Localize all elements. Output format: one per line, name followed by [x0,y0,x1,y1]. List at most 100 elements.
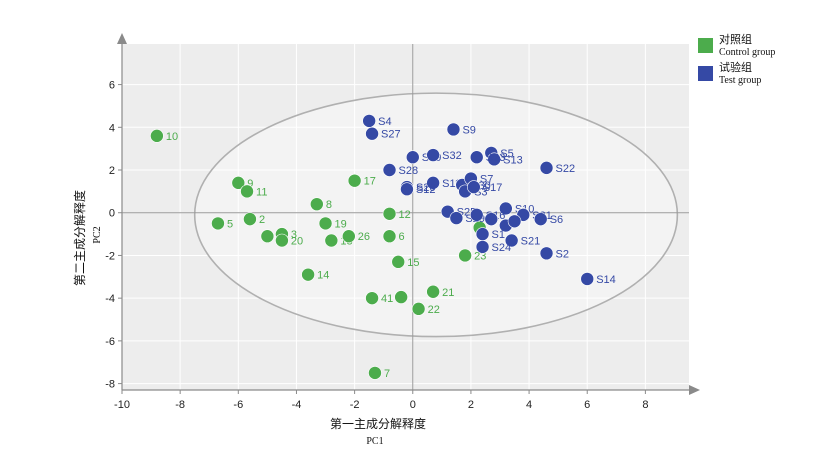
legend-label: 试验组 [719,60,752,74]
data-point [391,255,406,269]
point-label: S12 [416,184,436,196]
point-label: 41 [381,293,393,305]
x-tick-label: -8 [175,399,185,411]
data-point [504,233,519,248]
x-axis-arrow [689,385,700,395]
data-point [449,211,464,225]
data-point [365,291,379,305]
point-label: 17 [364,176,376,188]
point-label: 2 [259,214,265,226]
point-label: S32 [442,150,462,162]
point-label: S24 [492,242,512,254]
data-point [150,129,164,143]
y-tick-label: 0 [109,208,115,220]
data-point [318,216,333,231]
data-point [539,246,554,261]
data-point [580,272,595,286]
data-point [211,216,225,231]
y-tick-label: -8 [105,379,115,391]
data-point [469,150,484,164]
point-label: 14 [317,270,329,282]
data-point [400,182,414,197]
point-label: S5 [500,148,513,160]
y-tick-label: 4 [109,122,115,134]
x-tick-label: 2 [468,399,474,411]
data-point [426,176,440,190]
point-label: 22 [428,304,440,316]
point-label: 8 [326,199,332,211]
point-label: S26 [416,182,436,194]
point-label: 5 [227,218,233,230]
data-point [487,152,501,167]
data-point [484,212,499,226]
data-point [231,176,246,190]
y-tick-label: -6 [105,336,115,348]
data-point [405,150,420,164]
legend-swatch [698,66,713,81]
x-tick-label: 6 [584,399,590,411]
point-label: 10 [166,131,178,143]
legend-label-en: Test group [719,75,761,86]
y-axis-subtitle: PC2 [92,226,103,243]
data-point [275,233,289,248]
data-point [499,201,513,216]
data-point [426,284,440,299]
data-point [475,227,490,241]
data-point [382,163,397,177]
data-point [341,229,356,244]
ellipse-outline [193,92,679,338]
axes: -10 -8 -6 -4 -2 0 2 4 6 8 -8 -6 -4 -2 0 2 4 6 [105,33,700,411]
point-label: 11 [256,186,267,198]
y-tick-label: 6 [109,80,115,92]
point-label: S22 [556,163,576,175]
y-axis-title: 第二主成分解释度 [72,190,87,286]
point-label: S2 [556,248,569,260]
x-tick-label: 8 [642,399,648,411]
y-tick-label: -4 [105,293,115,305]
data-point [310,197,324,211]
data-point [507,214,522,229]
data-point [533,212,548,226]
data-point [467,180,481,194]
point-label: 19 [335,218,347,230]
data-point [458,248,472,263]
point-label: S6 [550,214,563,226]
data-point [539,161,554,175]
y-tick-label: 2 [109,165,115,177]
x-tick-label: 0 [410,399,416,411]
legend-label: 对照组 [719,32,752,46]
point-label: S13 [503,154,523,166]
confidence-ellipse [193,92,679,338]
point-label: 9 [247,178,253,190]
point-label: S28 [399,165,419,177]
point-label: 7 [384,368,390,380]
point-label: S27 [381,129,401,141]
data-point [446,122,461,137]
point-label: S7 [480,174,493,186]
point-label: 12 [399,209,411,221]
point-label: S23 [486,152,506,164]
data-point [426,148,440,162]
point-label: 6 [399,231,405,243]
data-point [260,229,275,244]
point-label: S14 [596,274,616,286]
test-group-series: S4S27S9S19S32S5S13S23S28S22S11S26S12S30S… [362,114,616,286]
data-point [240,184,254,199]
data-point [368,366,382,380]
data-point [394,290,408,304]
data-point [365,126,379,141]
point-label: S21 [521,235,541,247]
data-point [469,208,484,222]
point-label: S17 [483,182,503,194]
point-label: 3 [291,229,297,241]
data-point [411,302,426,316]
control-group-series: 1091117852191216320182661523142141227 [150,129,487,380]
x-tick-label: -6 [233,399,243,411]
legend-label-en: Control group [719,47,775,58]
point-label: 21 [442,287,454,299]
data-point [382,206,397,221]
x-tick-label: 4 [526,399,532,411]
x-axis-title: 第一主成分解释度 [330,416,426,431]
